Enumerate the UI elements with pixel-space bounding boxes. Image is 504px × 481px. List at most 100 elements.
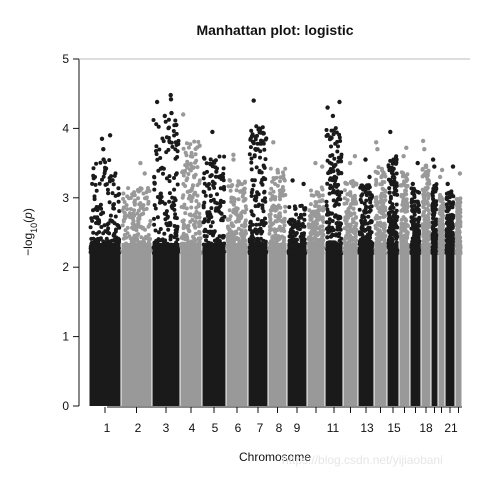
snp-point <box>111 182 116 187</box>
snp-point <box>457 250 462 255</box>
snp-point <box>447 236 452 241</box>
snp-point <box>144 247 149 252</box>
snp-point <box>363 186 368 191</box>
snp-point <box>156 124 161 129</box>
snp-point <box>456 219 461 224</box>
snp-point <box>454 234 459 239</box>
snp-point <box>447 215 452 220</box>
snp-point <box>259 141 264 146</box>
snp-point <box>249 194 254 198</box>
snp-point <box>302 207 307 212</box>
snp-point <box>181 173 186 178</box>
chromosome-6-dense-points <box>226 242 248 406</box>
snp-point <box>347 250 351 255</box>
snp-point <box>325 132 330 137</box>
snp-point <box>274 242 279 247</box>
snp-point <box>243 218 248 223</box>
snp-point <box>426 196 431 201</box>
snp-point <box>106 191 111 196</box>
snp-point <box>282 229 287 234</box>
snp-point <box>146 199 151 204</box>
snp-point <box>327 221 332 225</box>
snp-point <box>88 225 93 230</box>
snp-point <box>244 246 248 251</box>
snp-point <box>227 217 232 222</box>
snp-point <box>399 217 404 222</box>
snp-point <box>401 235 406 239</box>
snp-point <box>249 190 254 195</box>
snp-point <box>330 211 334 216</box>
snp-point <box>187 229 192 234</box>
snp-point <box>186 145 191 150</box>
snp-point <box>190 195 195 200</box>
snp-point <box>107 158 112 163</box>
snp-point <box>366 242 371 247</box>
snp-point <box>309 216 314 221</box>
snp-point <box>209 241 214 246</box>
snp-point <box>196 139 201 144</box>
snp-point <box>299 215 304 220</box>
snp-point <box>121 206 126 210</box>
snp-point <box>415 222 420 227</box>
snp-point <box>309 240 314 245</box>
snp-point <box>181 169 185 174</box>
snp-point <box>229 196 234 201</box>
snp-point <box>302 212 307 217</box>
snp-point <box>169 204 174 209</box>
snp-point <box>164 221 169 226</box>
snp-point <box>390 202 395 207</box>
snp-point <box>184 153 189 158</box>
chromosome-13-points <box>357 157 375 406</box>
snp-point <box>251 141 256 146</box>
snp-point <box>375 216 380 221</box>
snp-point <box>217 205 221 210</box>
snp-point <box>333 177 338 182</box>
snp-point <box>172 251 177 256</box>
snp-point <box>242 210 247 215</box>
snp-point <box>220 249 225 254</box>
snp-point <box>451 194 456 199</box>
snp-point <box>440 205 445 210</box>
snp-point <box>431 222 436 227</box>
snp-point <box>226 245 230 250</box>
snp-point <box>416 241 421 246</box>
snp-point <box>270 235 275 240</box>
snp-point <box>339 155 344 160</box>
snp-point <box>195 193 200 198</box>
snp-point <box>166 126 171 131</box>
snp-point <box>374 203 379 208</box>
snp-point <box>151 245 156 250</box>
snp-point <box>405 232 410 237</box>
snp-point <box>291 234 296 239</box>
snp-point <box>215 166 219 171</box>
snp-point <box>184 206 189 211</box>
snp-point <box>430 226 435 230</box>
snp-point <box>273 195 278 200</box>
snp-point <box>362 201 367 206</box>
snp-point <box>234 188 239 193</box>
top-hit-point <box>142 171 147 176</box>
snp-point <box>115 223 120 227</box>
chromosome-17-points <box>409 160 422 406</box>
snp-point <box>138 225 143 230</box>
snp-point <box>414 232 419 237</box>
snp-point <box>167 199 172 204</box>
snp-point <box>97 181 102 186</box>
snp-point <box>292 218 297 223</box>
snp-point <box>277 211 282 216</box>
snp-point <box>338 249 343 254</box>
snp-point <box>291 250 296 255</box>
snp-point <box>381 242 386 247</box>
snp-point <box>228 178 233 183</box>
top-hit-point <box>389 181 394 187</box>
snp-point <box>417 229 422 234</box>
snp-point <box>137 240 142 245</box>
snp-point <box>417 190 421 195</box>
snp-point <box>242 222 247 227</box>
snp-point <box>412 212 417 217</box>
snp-point <box>320 207 325 212</box>
snp-point <box>348 193 353 198</box>
chromosome-13-dense-points <box>358 242 374 406</box>
snp-point <box>235 183 240 188</box>
